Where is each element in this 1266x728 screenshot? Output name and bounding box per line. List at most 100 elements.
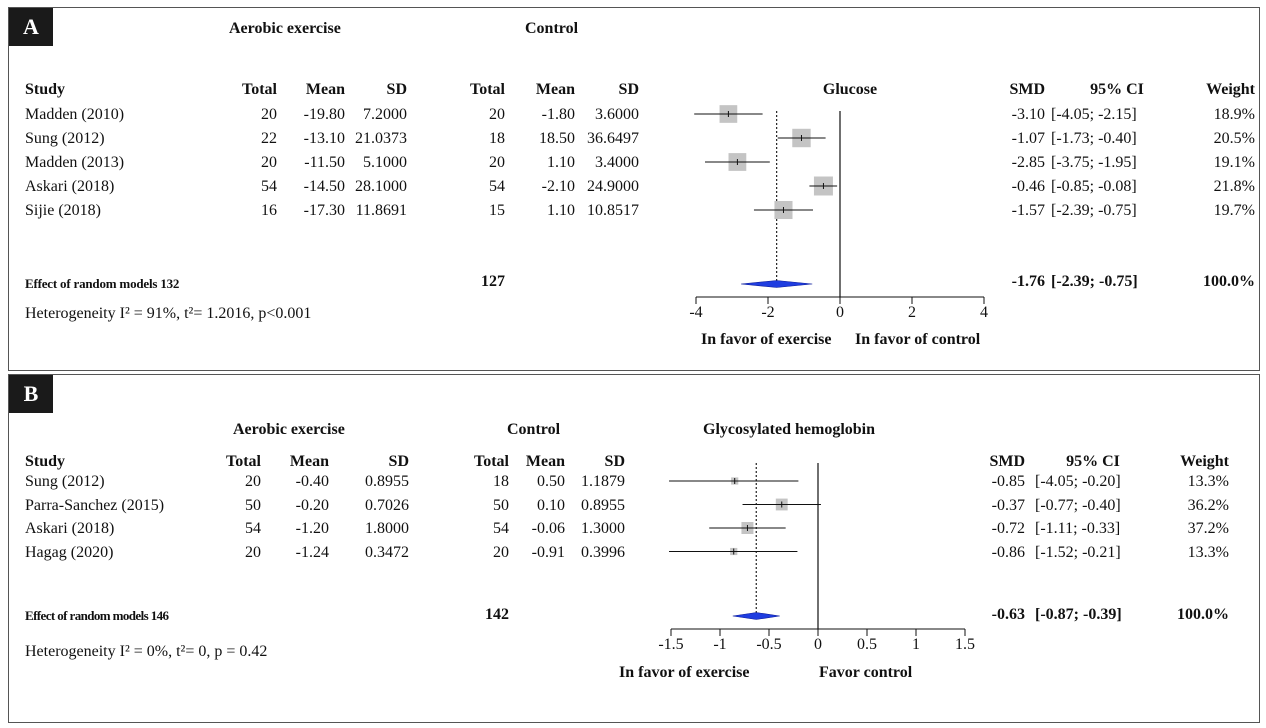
row-smd: -2.85 [1011,154,1045,171]
row-study-name: Madden (2010) [25,106,125,123]
row-ct-total: 54 [489,178,505,195]
row-ex-total: 20 [245,543,261,561]
row-ex-mean: -19.80 [303,106,345,123]
col-ex-total: Total [226,453,261,470]
row-weight: 19.7% [1213,202,1255,219]
row-ct-total: 20 [489,154,505,171]
panel-a: A Aerobic exercise Control Study Total M… [8,7,1260,371]
row-smd: -3.10 [1011,106,1045,123]
row-ct-mean: 0.50 [537,473,565,490]
x-tick-label: -4 [689,304,702,321]
pooled-ci: [-2.39; -0.75] [1051,273,1138,290]
row-ct-total: 54 [493,520,509,537]
row-study-name: Parra-Sanchez (2015) [25,496,165,514]
pooled-smd: -0.63 [991,606,1025,623]
row-ex-sd: 11.8691 [355,202,407,219]
col-ci: 95% CI [1066,453,1120,470]
col-ct-sd: SD [604,453,625,470]
row-weight: 18.9% [1213,106,1255,123]
x-tick-label: -1.5 [658,636,683,653]
col-ex-mean: Mean [289,453,329,470]
row-smd: -0.85 [991,473,1025,490]
row-ex-sd: 0.7026 [365,496,409,514]
x-tick-label: 4 [980,304,988,321]
row-weight: 13.3% [1187,543,1229,561]
x-tick-label: -0.5 [756,636,781,653]
col-ct-total: Total [474,453,509,470]
row-study-name: Sijie (2018) [25,202,101,219]
row-smd: -1.07 [1011,130,1045,147]
row-ex-sd: 28.1000 [355,178,407,195]
pooled-weight: 100.0% [1203,273,1255,290]
x-tick-label: 0 [836,304,844,321]
row-ct-sd: 0.3996 [581,543,625,561]
row-weight: 19.1% [1213,154,1255,171]
forest-plot: -1.5 -1 -0.5 0 0.5 1 1.5 In favor of exercise Fa… [619,463,975,681]
row-ex-sd: 5.1000 [363,154,407,171]
row-ci: [-4.05; -0.20] [1035,473,1121,490]
row-ct-mean: -0.06 [531,520,565,537]
row-smd: -0.37 [991,496,1025,514]
row-ct-total: 20 [493,543,509,561]
row-ct-sd: 1.1879 [581,473,625,490]
col-ex-total: Total [242,81,277,98]
group-header-control: Control [507,421,561,438]
row-ex-mean: -0.20 [295,496,329,514]
col-ct-total: Total [470,81,505,98]
row-study-name: Sung (2012) [25,473,105,490]
row-ct-mean: 18.50 [539,130,575,147]
x-tick-label: 0.5 [857,636,877,653]
favor-right-label: In favor of control [855,331,981,348]
row-ct-sd: 36.6497 [587,130,639,147]
row-ex-mean: -1.24 [295,543,329,561]
row-study-name: Askari (2018) [25,520,115,537]
row-weight: 21.8% [1213,178,1255,195]
col-weight: Weight [1206,81,1255,98]
panel-b: B Aerobic exercise Control Glycosylated … [8,374,1260,723]
col-study: Study [25,81,66,98]
row-ex-total: 54 [261,178,277,195]
col-ct-mean: Mean [525,453,565,470]
row-ct-sd: 3.4000 [595,154,639,171]
row-study-name: Hagag (2020) [25,543,114,561]
favor-right-label: Favor control [819,664,913,681]
forest-plot: -4 -2 0 2 4 In favor of exercise In favor of c… [689,105,988,348]
x-tick-label: 1.5 [955,636,975,653]
group-header-control: Control [525,20,579,37]
row-ct-mean: -2.10 [541,178,575,195]
panel-label: B [9,375,53,413]
row-smd: -0.46 [1011,178,1045,195]
favor-left-label: In favor of exercise [701,331,831,348]
pooled-ci: [-0.87; -0.39] [1035,606,1122,623]
row-ci: [-1.11; -0.33] [1035,520,1121,537]
row-ex-total: 20 [245,473,261,490]
pooled-ct-total: 127 [481,273,505,290]
row-ex-total: 20 [261,154,277,171]
x-tick-label: 2 [908,304,916,321]
row-ex-mean: -14.50 [303,178,345,195]
row-study-name: Askari (2018) [25,178,115,195]
heterogeneity: Heterogeneity I² = 0%, t²= 0, p = 0.42 [25,643,268,660]
row-ex-mean: -17.30 [303,202,345,219]
row-ci: [-0.85; -0.08] [1051,178,1137,195]
row-ct-sd: 10.8517 [587,202,639,219]
col-ex-sd: SD [386,81,407,98]
x-tick-label: 0 [814,636,822,653]
favor-left-label: In favor of exercise [619,664,749,681]
group-header-exercise: Aerobic exercise [229,20,341,37]
row-ex-sd: 1.8000 [365,520,409,537]
row-ex-mean: -13.10 [303,130,345,147]
row-ct-sd: 3.6000 [595,106,639,123]
x-tick-label: -2 [761,304,774,321]
row-weight: 20.5% [1213,130,1255,147]
row-ex-mean: -0.40 [295,473,329,490]
col-smd: SMD [1009,81,1045,98]
x-tick-label: -1 [713,636,726,653]
col-weight: Weight [1180,453,1229,470]
row-ct-total: 20 [489,106,505,123]
row-ex-total: 50 [245,496,261,514]
heterogeneity: Heterogeneity I² = 91%, t²= 1.2016, p<0.… [25,305,312,322]
row-ex-total: 22 [261,130,277,147]
pooled-diamond [732,612,780,620]
col-study: Study [25,453,66,470]
